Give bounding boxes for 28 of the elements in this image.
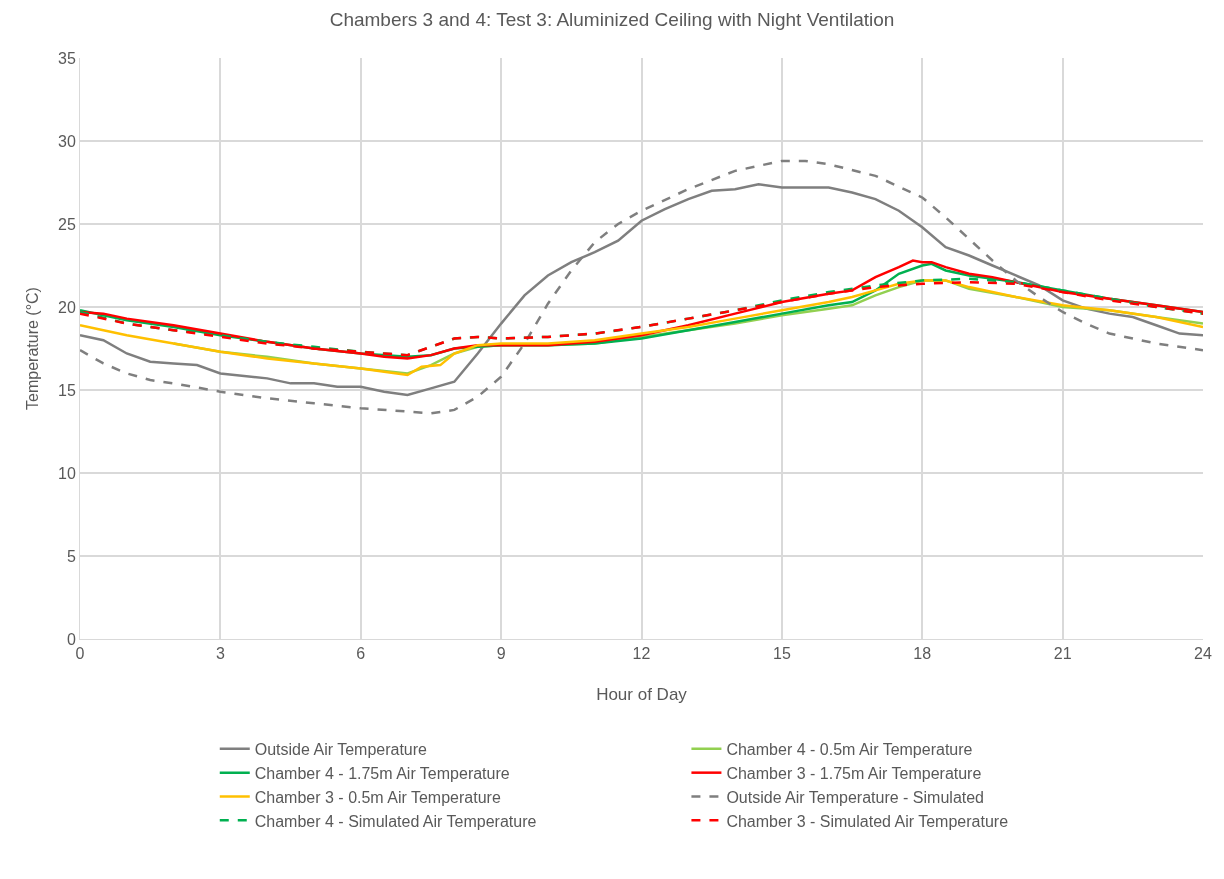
y-tick-label: 35 bbox=[58, 49, 76, 67]
x-tick-label: 6 bbox=[356, 645, 366, 663]
legend-label: Outside Air Temperature - Simulated bbox=[726, 788, 985, 806]
x-tick-label: 15 bbox=[772, 645, 791, 663]
legend-label: Chamber 3 - Simulated Air Temperature bbox=[726, 812, 1009, 830]
line-series bbox=[80, 159, 1203, 415]
y-tick-label: 10 bbox=[58, 464, 76, 482]
legend-label: Chamber 4 - 1.75m Air Temperature bbox=[254, 764, 510, 782]
legend-label: Outside Air Temperature bbox=[254, 741, 428, 759]
legend-label: Chamber 3 - 0.5m Air Temperature bbox=[254, 788, 501, 806]
y-tick-label: 5 bbox=[66, 547, 76, 565]
x-tick-label: 18 bbox=[913, 645, 932, 663]
y-axis-title: Temperature (°C) bbox=[24, 287, 41, 410]
chart-title: Chambers 3 and 4: Test 3: Aluminized Ceiling with Night Ventilation bbox=[329, 9, 895, 31]
x-tick-label: 21 bbox=[1053, 645, 1072, 663]
x-axis-title: Hour of Day bbox=[596, 685, 688, 704]
legend-label: Chamber 3 - 1.75m Air Temperature bbox=[726, 764, 982, 782]
legend-label: Chamber 4 - Simulated Air Temperature bbox=[254, 812, 537, 830]
x-tick-label: 12 bbox=[632, 645, 651, 663]
y-tick-label: 0 bbox=[66, 630, 76, 648]
y-tick-label: 25 bbox=[58, 215, 76, 233]
x-tick-label: 24 bbox=[1194, 645, 1212, 663]
x-tick-label: 3 bbox=[215, 645, 225, 663]
x-tick-label: 9 bbox=[496, 645, 506, 663]
y-tick-label: 20 bbox=[58, 298, 76, 316]
y-tick-label: 15 bbox=[58, 381, 76, 399]
legend-label: Chamber 4 - 0.5m Air Temperature bbox=[726, 741, 973, 759]
y-tick-label: 30 bbox=[58, 132, 76, 150]
